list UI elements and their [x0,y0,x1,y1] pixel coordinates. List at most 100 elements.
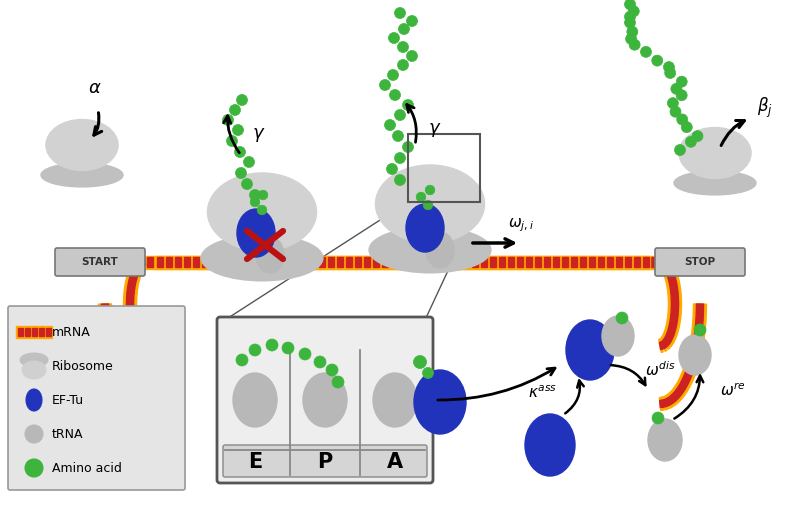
Circle shape [258,205,267,215]
Circle shape [626,33,637,45]
Bar [264,257,270,267]
Bar [571,257,577,267]
Polygon shape [678,381,688,389]
Circle shape [629,39,640,50]
Polygon shape [665,398,671,406]
Polygon shape [659,256,663,269]
Polygon shape [662,261,668,268]
Polygon shape [126,393,134,401]
Polygon shape [139,341,145,349]
Polygon shape [126,323,139,331]
Polygon shape [127,328,141,336]
Bar [598,257,604,267]
Circle shape [242,178,253,190]
Polygon shape [142,256,146,269]
Polygon shape [671,293,678,299]
Ellipse shape [525,414,575,476]
Polygon shape [102,343,116,353]
Bar [409,257,415,267]
Circle shape [422,368,434,379]
Ellipse shape [406,204,444,252]
Ellipse shape [208,173,316,251]
Bar [643,257,649,267]
Circle shape [627,26,638,37]
Polygon shape [678,375,693,386]
Bar [436,257,442,267]
Polygon shape [130,273,138,279]
Polygon shape [666,277,679,284]
Ellipse shape [426,232,454,268]
Polygon shape [664,266,672,272]
Text: $\omega_{j,i}$: $\omega_{j,i}$ [508,216,534,234]
Polygon shape [134,263,142,270]
Circle shape [387,69,398,81]
Circle shape [665,67,676,79]
Bar [372,257,378,267]
Text: Amino acid: Amino acid [52,461,122,475]
Polygon shape [676,386,685,394]
Polygon shape [666,319,680,326]
Ellipse shape [679,127,751,178]
Polygon shape [131,269,139,276]
Polygon shape [142,400,146,408]
Polygon shape [659,339,663,352]
Bar [319,257,325,267]
Bar [534,257,540,267]
Polygon shape [671,304,678,310]
Circle shape [237,94,247,105]
Polygon shape [691,328,706,337]
Polygon shape [123,390,132,398]
Polygon shape [137,261,143,268]
Circle shape [236,354,248,366]
Polygon shape [130,265,143,274]
Text: $\gamma$: $\gamma$ [428,121,442,139]
Text: EF-Tu: EF-Tu [52,393,84,407]
Polygon shape [670,282,678,288]
Polygon shape [663,331,677,340]
Polygon shape [112,375,126,386]
Polygon shape [124,309,137,315]
Bar [337,257,343,267]
Bar [580,257,586,267]
Polygon shape [683,364,698,374]
Bar [174,257,180,267]
Polygon shape [142,342,146,349]
Polygon shape [124,293,137,299]
Polygon shape [667,329,675,335]
Bar [166,257,172,267]
Bar [237,257,243,267]
Polygon shape [670,393,678,401]
Bar [382,257,388,267]
Text: STOP: STOP [685,257,715,267]
Bar [400,257,406,267]
Circle shape [243,157,254,167]
Circle shape [423,200,433,210]
Polygon shape [670,314,678,320]
Polygon shape [102,304,109,312]
Bar [418,257,424,267]
Polygon shape [662,265,675,274]
Circle shape [332,376,344,388]
Circle shape [694,324,706,336]
Polygon shape [659,338,670,349]
Polygon shape [668,396,675,404]
Bar [300,257,306,267]
Polygon shape [121,388,134,400]
Ellipse shape [20,353,48,367]
Polygon shape [132,395,142,409]
Bar [355,257,361,267]
Bar [427,257,433,267]
Bar [526,257,532,267]
Circle shape [652,55,662,66]
Polygon shape [138,399,142,407]
Polygon shape [659,397,664,411]
Polygon shape [693,312,706,321]
Polygon shape [134,338,142,345]
Polygon shape [684,371,693,379]
Polygon shape [137,396,144,410]
Polygon shape [674,384,687,395]
Text: $\beta_j$: $\beta_j$ [757,96,773,120]
Polygon shape [693,336,702,345]
Bar [25,328,30,336]
Bar [145,256,660,269]
